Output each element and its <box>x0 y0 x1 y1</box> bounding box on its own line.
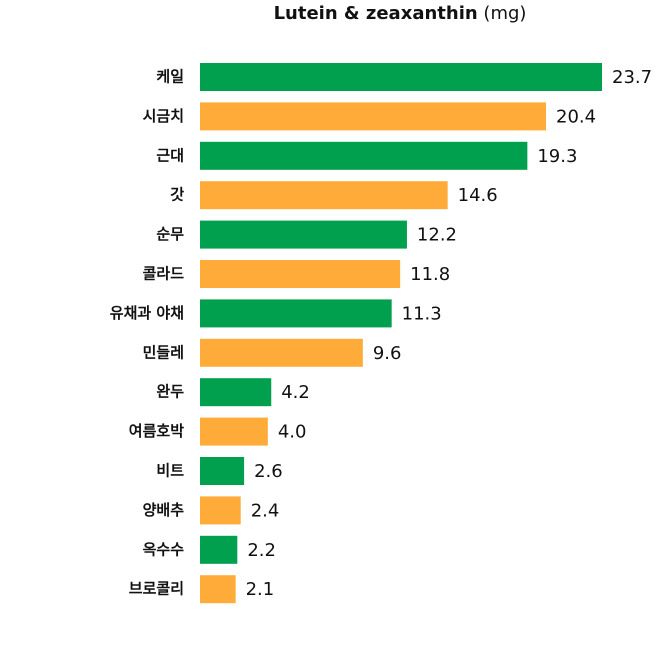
bar <box>200 417 268 446</box>
bar <box>200 299 392 328</box>
bar <box>200 378 272 407</box>
value-label: 12.2 <box>417 225 457 246</box>
category-label: 근대 <box>156 146 184 164</box>
bar <box>200 260 401 288</box>
bar <box>200 102 547 131</box>
value-label: 4.0 <box>278 422 307 443</box>
category-label: 브로콜리 <box>129 580 184 598</box>
value-label: 11.3 <box>402 303 442 324</box>
value-label: 4.2 <box>281 382 310 403</box>
category-label: 민들레 <box>143 343 184 361</box>
value-label: 20.4 <box>556 106 596 127</box>
title-main: Lutein & zeaxanthin <box>274 3 478 24</box>
bar <box>200 220 407 249</box>
chart-title: Lutein & zeaxanthin (mg) <box>274 3 527 24</box>
category-label: 비트 <box>156 462 184 480</box>
value-label: 9.6 <box>373 343 402 364</box>
category-label: 갓 <box>170 186 184 204</box>
value-label: 19.3 <box>537 146 577 167</box>
category-label: 시금치 <box>143 107 184 125</box>
bar <box>200 496 241 525</box>
bar <box>200 575 236 604</box>
category-label: 유채과 야채 <box>110 304 184 322</box>
value-label: 2.4 <box>251 500 280 521</box>
category-label: 양배추 <box>143 501 185 519</box>
bar <box>200 338 363 367</box>
value-label: 14.6 <box>458 185 498 206</box>
value-label: 11.8 <box>410 264 450 285</box>
title-unit: (mg) <box>483 3 526 24</box>
category-label: 순무 <box>156 225 184 243</box>
category-label: 케일 <box>156 68 184 86</box>
bar <box>200 535 238 564</box>
value-label: 23.7 <box>612 67 652 88</box>
value-label: 2.1 <box>246 579 275 600</box>
value-label: 2.2 <box>247 540 276 561</box>
bar <box>200 457 245 485</box>
category-label: 여름호박 <box>129 422 184 440</box>
category-label: 옥수수 <box>143 540 185 558</box>
bar <box>200 181 448 210</box>
category-label: 콜라드 <box>143 265 185 283</box>
value-label: 2.6 <box>254 461 283 482</box>
category-label: 완두 <box>156 383 184 401</box>
bar <box>200 141 528 170</box>
bar <box>200 63 602 91</box>
